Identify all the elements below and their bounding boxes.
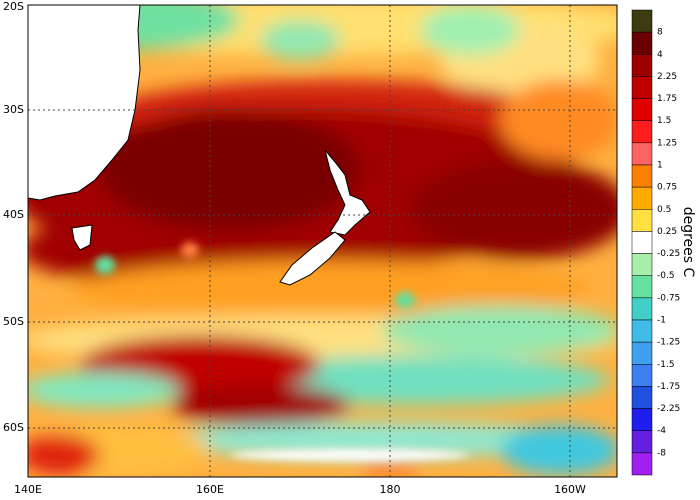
colorbar-swatch: [631, 54, 653, 77]
colorbar-label: -1.5: [657, 360, 675, 370]
colorbar-swatch: [631, 231, 653, 254]
new-zealand-south: [279, 231, 346, 286]
lon-label: 180: [380, 483, 401, 496]
colorbar-label: -2.25: [657, 404, 680, 414]
colorbar-label: -1.75: [657, 382, 680, 392]
colorbar-label: 1.5: [657, 116, 671, 126]
colorbar-swatch: [631, 209, 653, 232]
colorbar-label: -4: [657, 426, 666, 436]
colorbar-swatch: [631, 120, 653, 144]
colorbar-swatch: [631, 452, 653, 476]
colorbar-label: 0.25: [657, 227, 677, 237]
tasmania: [71, 224, 93, 251]
lon-label: 140E: [14, 483, 42, 496]
australia: [28, 5, 141, 201]
colorbar-swatch: [631, 341, 653, 365]
lat-label: 60S: [3, 421, 24, 434]
colorbar-swatch: [631, 98, 653, 121]
colorbar-swatch: [631, 142, 653, 166]
colorbar-swatch: [631, 253, 653, 276]
colorbar-swatch: [631, 275, 653, 299]
colorbar-swatch: [631, 297, 653, 321]
colorbar-label: 0.5: [657, 205, 671, 215]
colorbar-label: -0.25: [657, 249, 680, 259]
colorbar-swatch: [631, 186, 653, 210]
colorbar-label: 4: [657, 50, 663, 60]
new-zealand-north: [324, 149, 371, 236]
lon-label: 160E: [196, 483, 224, 496]
colorbar-label: -1: [657, 316, 666, 326]
colorbar-swatch: [631, 364, 653, 387]
colorbar-label: -0.5: [657, 271, 675, 281]
colorbar-swatch: [631, 408, 653, 431]
colorbar-swatch: [631, 430, 653, 454]
lat-label: 40S: [3, 208, 24, 221]
colorbar-swatch: [631, 164, 653, 188]
map-frame: [27, 4, 618, 478]
colorbar-label: 1.75: [657, 94, 677, 104]
colorbar-swatch: [631, 31, 653, 55]
lat-label: 20S: [3, 0, 24, 13]
lat-label: 30S: [3, 103, 24, 116]
lon-label: 160W: [554, 483, 586, 496]
colorbar-label: 1: [657, 161, 663, 171]
colorbar-label: 0.75: [657, 183, 677, 193]
colorbar-swatch: [631, 386, 653, 409]
colorbar-label: 8: [657, 28, 663, 38]
colorbar-label: -0.75: [657, 293, 680, 303]
colorbar-label: -8: [657, 448, 666, 458]
colorbar-label: 1.25: [657, 138, 677, 148]
colorbar-label: -1.25: [657, 338, 680, 348]
anomaly-field: [28, 5, 617, 477]
colorbar-swatch: [631, 76, 653, 99]
colorbar-title: degrees C: [680, 207, 696, 278]
colorbar-swatch: [631, 319, 653, 343]
lat-label: 50S: [3, 315, 24, 328]
colorbar-label: 2.25: [657, 72, 677, 82]
colorbar-swatch: [631, 9, 653, 33]
